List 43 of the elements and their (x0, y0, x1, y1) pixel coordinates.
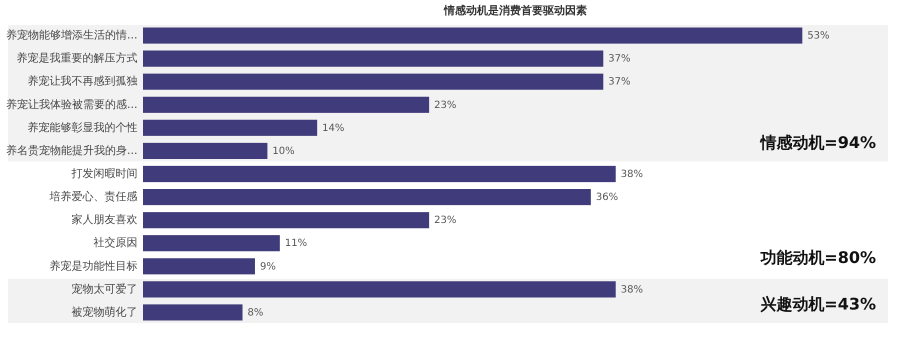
y-tick-label: 打发闲暇时间 (70, 167, 138, 180)
bar (143, 166, 616, 182)
bar (143, 120, 318, 136)
bar (143, 142, 268, 159)
band-label: 情感动机=94% (759, 132, 876, 152)
y-tick-label: 养宠是功能性目标 (50, 259, 138, 272)
bar (143, 50, 604, 67)
y-tick-label: 家人朋友喜欢 (72, 213, 138, 226)
bar (143, 74, 604, 90)
data-label: 38% (620, 284, 643, 296)
data-label: 38% (620, 169, 643, 180)
chart-title: 情感动机是消费首要驱动因素 (443, 4, 587, 17)
data-label: 9% (260, 261, 276, 272)
y-tick-label: 被宠物萌化了 (72, 305, 138, 318)
data-label: 37% (608, 76, 631, 88)
bar (143, 281, 616, 298)
bar (143, 235, 280, 252)
y-tick-label: 养宠让我体验被需要的感... (6, 98, 138, 111)
y-tick-label: 培养爱心、责任感 (48, 190, 138, 204)
bar (143, 96, 430, 113)
data-label: 10% (272, 146, 295, 157)
y-tick-label: 养名贵宠物能提升我的身... (6, 144, 138, 157)
bar (143, 304, 243, 321)
bar (143, 27, 802, 44)
data-label: 53% (807, 30, 830, 42)
data-label: 36% (596, 192, 618, 204)
y-tick-label: 养宠让我不再感到孤独 (28, 74, 138, 88)
bar (143, 212, 430, 228)
data-label: 8% (248, 307, 264, 318)
y-tick-label: 宠物太可爱了 (72, 282, 138, 296)
y-tick-label: 社交原因 (94, 236, 138, 250)
bar (143, 258, 255, 274)
data-label: 23% (434, 100, 456, 111)
annotation: 功能动机=80% (759, 248, 876, 268)
data-label: 23% (434, 215, 456, 226)
data-label: 14% (322, 122, 344, 134)
band-label: 兴趣动机=43% (759, 294, 876, 314)
data-label: 11% (284, 238, 308, 250)
bar (143, 189, 591, 206)
y-tick-label: 养宠是我重要的解压方式 (16, 52, 138, 65)
y-tick-label: 养宠物能够增添生活的情... (6, 28, 138, 42)
data-label: 37% (608, 54, 631, 65)
y-tick-label: 养宠能够彰显我的个性 (28, 120, 138, 134)
